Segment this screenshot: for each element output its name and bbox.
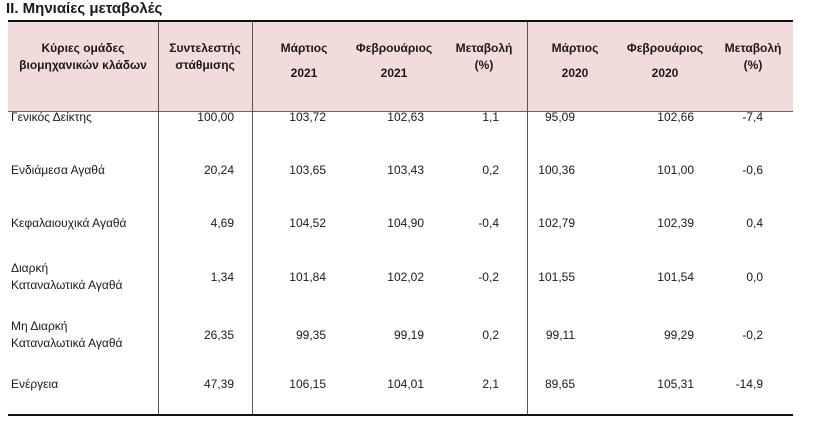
value-cell: -0,2 [742, 328, 763, 342]
header-change-2020: Μεταβολή (%) [708, 40, 798, 74]
value-cell: 102,39 [657, 216, 694, 230]
header-weight: Συντελεστής στάθμισης [158, 40, 252, 74]
value-cell: 89,65 [544, 377, 575, 391]
header-march-2021: Μάρτιος 2021 [264, 40, 344, 82]
value-cell: 101,84 [289, 270, 326, 284]
value-cell: 2,1 [482, 377, 499, 391]
header-change-2020-line2: (%) [743, 58, 763, 72]
value-cell: 106,15 [289, 377, 326, 391]
value-cell: 99,35 [295, 328, 326, 342]
value-cell: 105,31 [657, 377, 694, 391]
column-divider [158, 22, 159, 414]
row-label: Μη Διαρκή Καταναλωτικά Αγαθά [11, 318, 161, 352]
row-label: Κεφαλαιουχικά Αγαθά [11, 215, 161, 232]
row-label-line: Γενικός Δείκτης [11, 110, 92, 124]
value-cell: 103,72 [289, 110, 326, 124]
header-february-2020: Φεβρουάριος 2020 [615, 40, 715, 82]
row-label-line: Καταναλωτικά Αγαθά [11, 278, 123, 292]
value-cell: 104,52 [289, 216, 326, 230]
header-february-2021-month: Φεβρουάριος [355, 41, 433, 55]
header-february-2020-year: 2020 [651, 66, 679, 80]
row-label: Ενδιάμεσα Αγαθά [11, 162, 161, 179]
table-header: Κύριες ομάδες βιομηχανικών κλάδων Συντελ… [8, 22, 793, 112]
row-label: Διαρκή Καταναλωτικά Αγαθά [11, 260, 161, 294]
value-cell: 99,19 [393, 328, 424, 342]
value-cell: 102,02 [387, 270, 424, 284]
value-cell: 47,39 [203, 377, 234, 391]
value-cell: -0,6 [742, 163, 763, 177]
header-change-2021-line2: (%) [474, 58, 494, 72]
header-march-2021-month: Μάρτιος [280, 41, 328, 55]
header-weight-line2: στάθμισης [175, 58, 235, 72]
header-march-2020-month: Μάρτιος [551, 41, 599, 55]
value-cell: -14,9 [735, 377, 763, 391]
value-cell: -7,4 [742, 110, 763, 124]
row-label-line: Μη Διαρκή [11, 319, 68, 333]
table-top-rule [8, 20, 793, 22]
value-cell: 104,90 [387, 216, 424, 230]
column-divider [527, 22, 528, 414]
value-cell: 0,2 [482, 163, 499, 177]
value-cell: 95,09 [544, 110, 575, 124]
header-february-2021-year: 2021 [380, 66, 408, 80]
header-march-2020: Μάρτιος 2020 [535, 40, 615, 82]
row-label: Γενικός Δείκτης [11, 109, 161, 126]
header-february-2021: Φεβρουάριος 2021 [344, 40, 444, 82]
section-title: II. Μηνιαίες μεταβολές [6, 0, 163, 17]
value-cell: -0,4 [478, 216, 499, 230]
value-cell: -0,2 [478, 270, 499, 284]
value-cell: 101,54 [657, 270, 694, 284]
header-change-2020-line1: Μεταβολή [724, 41, 782, 55]
header-change-2021-line1: Μεταβολή [455, 41, 513, 55]
header-march-2021-year: 2021 [290, 66, 318, 80]
value-cell: 103,65 [289, 163, 326, 177]
header-march-2020-year: 2020 [561, 66, 589, 80]
value-cell: 101,55 [538, 270, 575, 284]
header-industry-groups: Κύριες ομάδες βιομηχανικών κλάδων [8, 40, 158, 74]
value-cell: 102,63 [387, 110, 424, 124]
value-cell: 99,11 [545, 328, 575, 342]
row-label-line: Διαρκή [11, 261, 49, 275]
value-cell: 104,01 [387, 377, 424, 391]
value-cell: 103,43 [387, 163, 424, 177]
header-industry-groups-line1: Κύριες ομάδες [41, 41, 125, 55]
value-cell: 1,1 [482, 110, 499, 124]
row-label: Ενέργεια [11, 376, 161, 393]
value-cell: 0,0 [746, 270, 763, 284]
value-cell: 102,79 [538, 216, 575, 230]
monthly-changes-table: Κύριες ομάδες βιομηχανικών κλάδων Συντελ… [8, 20, 793, 416]
value-cell: 26,35 [203, 328, 234, 342]
value-cell: 0,2 [482, 328, 499, 342]
header-change-2021: Μεταβολή (%) [444, 40, 524, 74]
value-cell: 4,69 [210, 216, 234, 230]
value-cell: 0,4 [746, 216, 763, 230]
value-cell: 99,29 [663, 328, 694, 342]
header-industry-groups-line2: βιομηχανικών κλάδων [19, 58, 147, 72]
value-cell: 102,66 [657, 110, 694, 124]
header-february-2020-month: Φεβρουάριος [626, 41, 704, 55]
header-weight-line1: Συντελεστής [169, 41, 241, 55]
row-label-line: Ενέργεια [11, 377, 59, 391]
value-cell: 20,24 [203, 163, 234, 177]
value-cell: 100,36 [538, 163, 575, 177]
value-cell: 100,00 [197, 110, 234, 124]
value-cell: 101,00 [657, 163, 694, 177]
row-label-line: Ενδιάμεσα Αγαθά [11, 163, 105, 177]
table-bottom-rule [8, 414, 793, 416]
column-divider [252, 22, 253, 414]
value-cell: 1,34 [210, 270, 234, 284]
row-label-line: Κεφαλαιουχικά Αγαθά [11, 216, 127, 230]
row-label-line: Καταναλωτικά Αγαθά [11, 336, 123, 350]
